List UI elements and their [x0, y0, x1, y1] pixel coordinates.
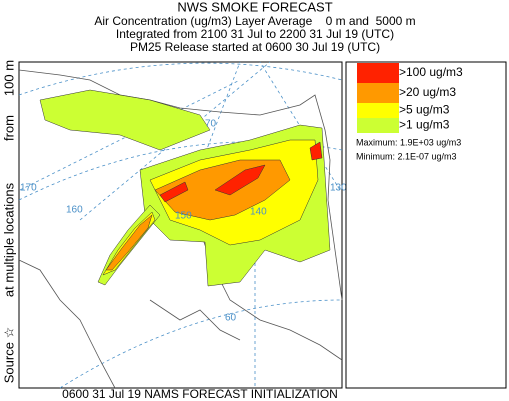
- grid-label: 150: [175, 211, 192, 222]
- legend-label: >100 ug/m3: [399, 65, 463, 79]
- legend-frame: [345, 61, 507, 389]
- side-label: at multiple locations: [1, 182, 16, 297]
- side-label: 100 m: [1, 60, 16, 96]
- legend-min: Minimum: 2.1E-07 ug/m3: [356, 151, 457, 161]
- legend-swatch: [357, 118, 399, 133]
- side-label: from: [1, 115, 16, 141]
- legend-swatch: [357, 63, 399, 83]
- legend-label: >20 ug/m3: [399, 85, 456, 99]
- subtitle: Air Concentration (ug/m3) Layer Average …: [94, 14, 415, 28]
- grid-label: 60: [225, 313, 237, 324]
- legend-max: Maximum: 1.9E+03 ug/m3: [356, 137, 461, 147]
- legend-label: >1 ug/m3: [399, 118, 450, 132]
- grid-label: 140: [250, 207, 267, 218]
- legend: Maximum: 1.9E+03 ug/m3 Minimum: 2.1E-07 …: [345, 61, 507, 389]
- grid-label: 160: [66, 205, 83, 216]
- footer: 0600 31 Jul 19 NAMS FORECAST INITIALIZAT…: [62, 387, 338, 401]
- title: NWS SMOKE FORECAST: [177, 0, 332, 14]
- subtitle: PM25 Release started at 0600 30 Jul 19 (…: [130, 40, 380, 54]
- grid-label: 130: [330, 183, 347, 194]
- subtitle: Integrated from 2100 31 Jul to 2200 31 J…: [116, 27, 394, 41]
- grid-label: 70: [205, 119, 217, 130]
- smoke-plume: [39, 89, 331, 287]
- grid-label: 170: [20, 183, 37, 194]
- side-label: Source ☆: [1, 327, 16, 383]
- legend-swatch: [357, 103, 399, 118]
- legend-label: >5 ug/m3: [399, 103, 450, 117]
- legend-swatch: [357, 83, 399, 103]
- map: 170 160 150 140 130 60 70: [18, 61, 347, 389]
